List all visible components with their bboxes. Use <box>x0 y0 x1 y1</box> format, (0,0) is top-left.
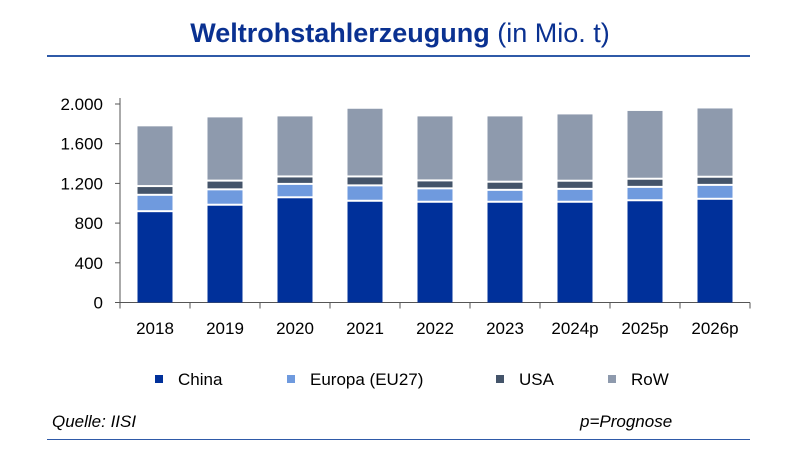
x-tick-label: 2022 <box>416 319 454 338</box>
x-tick-label: 2019 <box>206 319 244 338</box>
y-tick-label: 400 <box>75 254 103 273</box>
chart-title-unit: (in Mio. t) <box>497 18 610 48</box>
bar-europa-eu27--2026p <box>697 185 733 198</box>
x-tick-label: 2025p <box>621 319 668 338</box>
bar-china-2025p <box>627 201 663 303</box>
bar-usa-2026p <box>697 177 733 184</box>
source-note: Quelle: IISI <box>52 412 137 431</box>
y-tick-label: 2.000 <box>60 95 103 114</box>
bar-europa-eu27--2023 <box>487 190 523 201</box>
legend-label: Europa (EU27) <box>310 370 423 389</box>
bar-china-2023 <box>487 202 523 303</box>
y-tick-label: 0 <box>94 294 103 313</box>
bar-china-2022 <box>417 202 453 303</box>
x-tick-label: 2024p <box>551 319 598 338</box>
bar-row-2020 <box>277 116 313 176</box>
bar-usa-2019 <box>207 181 243 189</box>
legend-swatch-1 <box>287 375 295 383</box>
chart-title-bold: Weltrohstahlerzeugung <box>190 18 490 48</box>
bar-europa-eu27--2018 <box>137 195 173 211</box>
bar-china-2024p <box>557 202 593 303</box>
bar-europa-eu27--2025p <box>627 187 663 200</box>
y-tick-label: 1.600 <box>60 135 103 154</box>
legend-label: RoW <box>631 370 669 389</box>
bar-usa-2023 <box>487 182 523 189</box>
bar-row-2021 <box>347 108 383 176</box>
bar-europa-eu27--2019 <box>207 190 243 204</box>
legend-swatch-0 <box>155 375 163 383</box>
legend-swatch-2 <box>496 375 504 383</box>
bar-china-2018 <box>137 212 173 303</box>
bar-china-2021 <box>347 201 383 303</box>
bar-europa-eu27--2020 <box>277 184 313 197</box>
bar-usa-2020 <box>277 177 313 183</box>
bar-europa-eu27--2024p <box>557 189 593 201</box>
bar-usa-2018 <box>137 187 173 194</box>
bar-row-2022 <box>417 116 453 180</box>
bar-usa-2025p <box>627 179 663 186</box>
legend-label: USA <box>519 370 555 389</box>
bar-china-2026p <box>697 199 733 303</box>
x-tick-label: 2023 <box>486 319 524 338</box>
bar-row-2018 <box>137 126 173 186</box>
x-tick-label: 2026p <box>691 319 738 338</box>
footer-divider <box>47 439 750 440</box>
legend-label: China <box>178 370 223 389</box>
title-divider <box>47 55 750 57</box>
bar-row-2026p <box>697 108 733 176</box>
bar-row-2025p <box>627 110 663 178</box>
chart-title: Weltrohstahlerzeugung (in Mio. t) <box>0 18 800 49</box>
bar-usa-2022 <box>417 181 453 188</box>
x-tick-label: 2020 <box>276 319 314 338</box>
bar-europa-eu27--2022 <box>417 189 453 201</box>
bar-usa-2024p <box>557 181 593 188</box>
bar-usa-2021 <box>347 177 383 185</box>
y-tick-label: 800 <box>75 214 103 233</box>
prognosis-note: p=Prognose <box>580 412 673 431</box>
bar-europa-eu27--2021 <box>347 186 383 200</box>
bar-china-2020 <box>277 198 313 303</box>
bar-row-2019 <box>207 117 243 180</box>
bar-row-2024p <box>557 114 593 180</box>
bar-china-2019 <box>207 205 243 303</box>
legend-swatch-3 <box>608 375 616 383</box>
bar-row-2023 <box>487 116 523 181</box>
x-tick-label: 2018 <box>136 319 174 338</box>
y-tick-label: 1.200 <box>60 174 103 193</box>
x-tick-label: 2021 <box>346 319 384 338</box>
